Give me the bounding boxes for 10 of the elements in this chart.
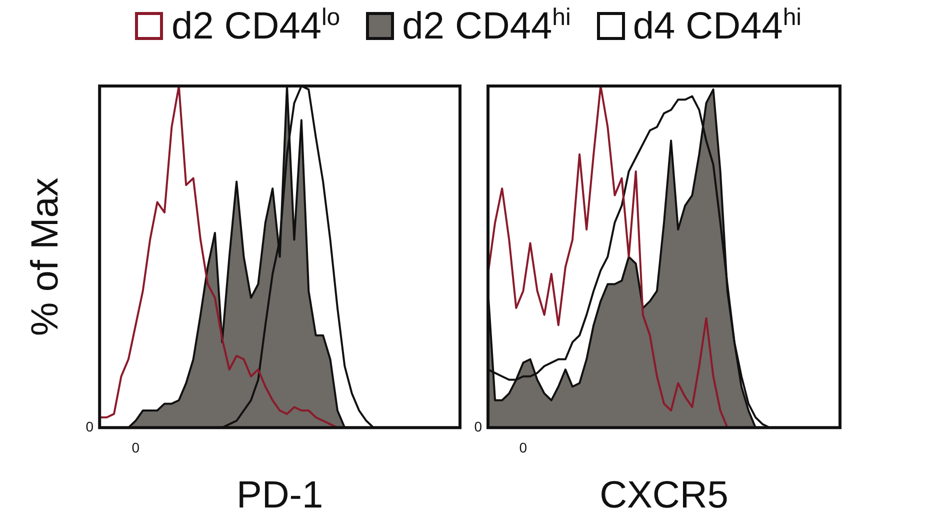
legend-label: d2 CD44$^{hi}$ <box>402 4 571 49</box>
legend-label: d2 CD44$^{lo}$ <box>171 4 340 49</box>
text: 0 <box>86 418 94 434</box>
legend-label: d4 CD44$^{hi}$ <box>632 4 802 49</box>
text: 0 <box>474 418 482 434</box>
y-axis-title: % of Max <box>24 178 66 336</box>
text: 0 <box>519 439 528 456</box>
x-axis-title: PD-1 <box>236 474 324 517</box>
x-axis-title: CXCR5 <box>600 474 728 517</box>
text: 0 <box>132 439 140 456</box>
